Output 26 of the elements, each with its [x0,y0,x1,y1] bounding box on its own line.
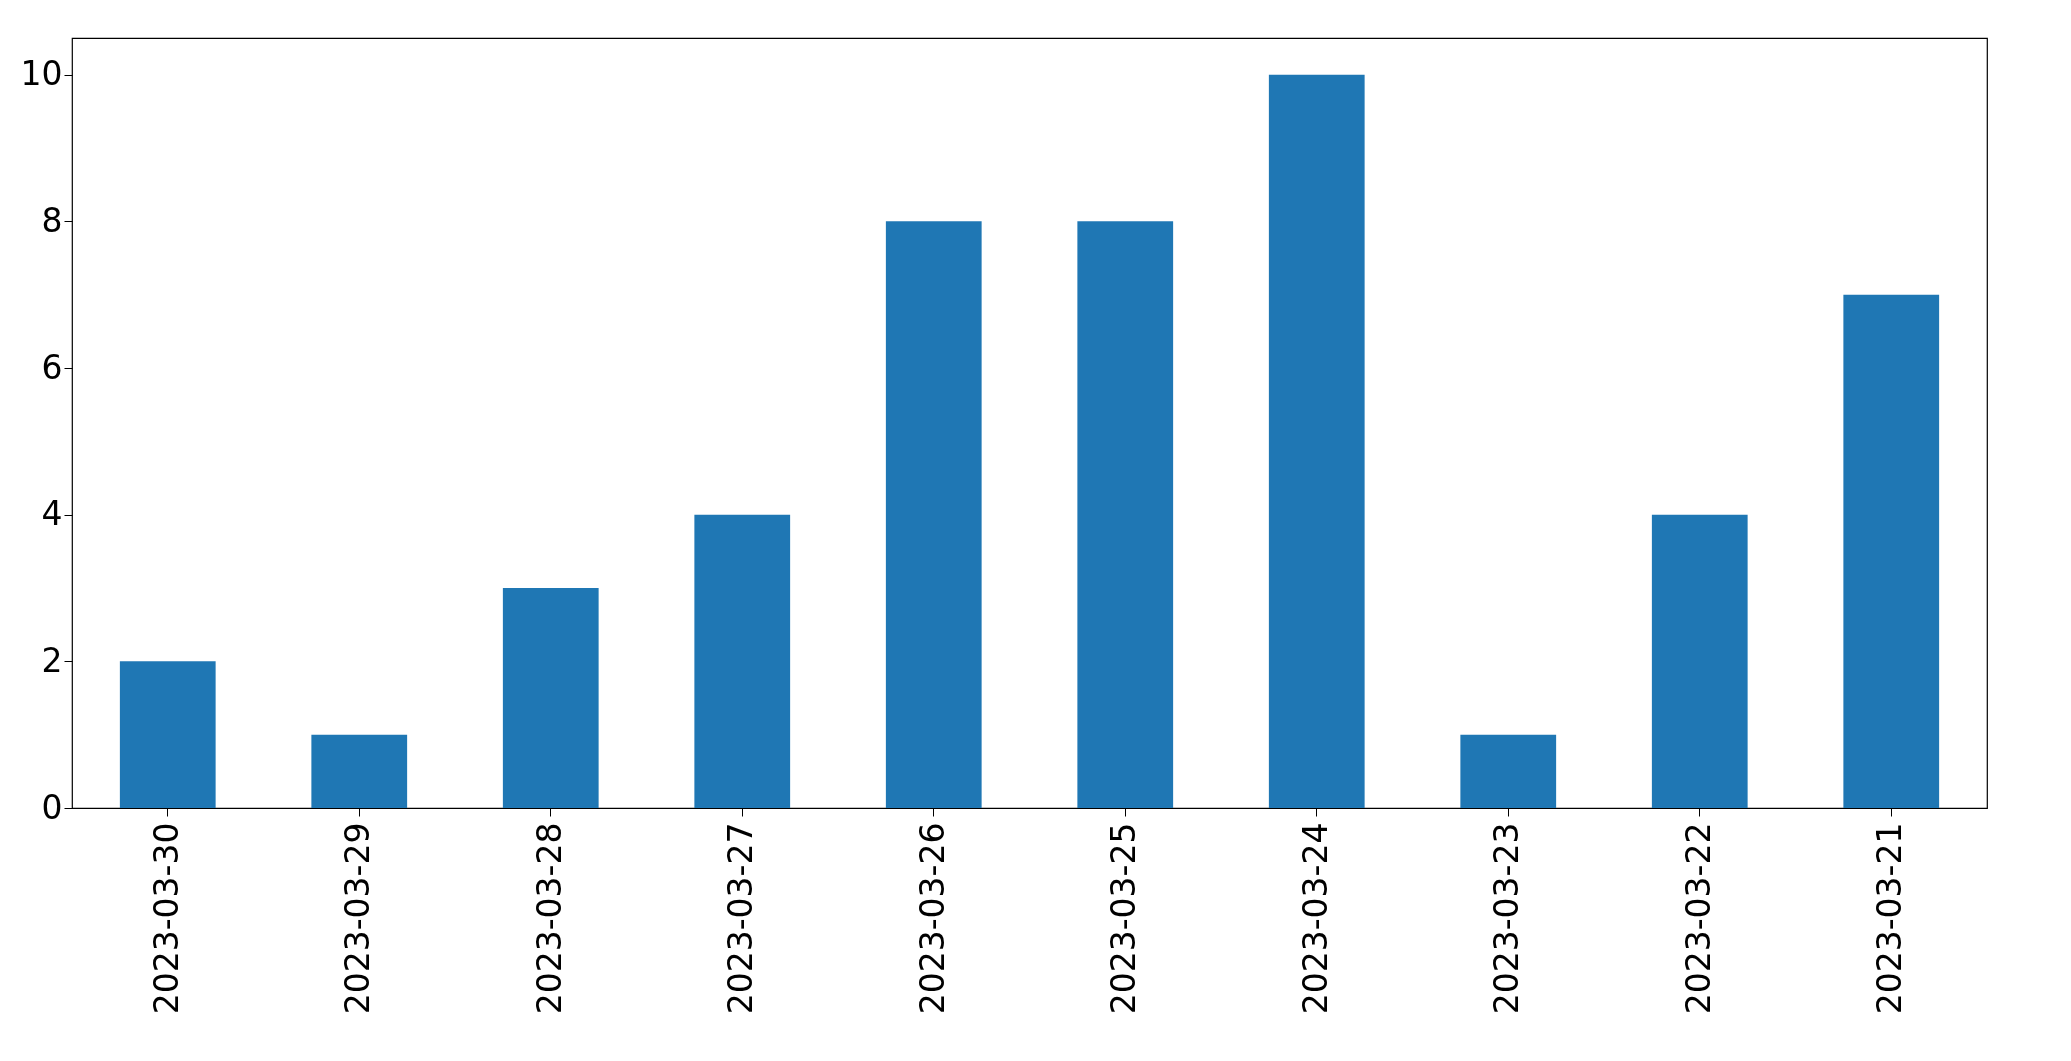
bar [1077,221,1174,808]
bar [311,734,408,808]
y-tick-label: 0 [41,787,63,827]
bar [119,661,216,808]
bar [694,514,791,808]
bar [1460,734,1557,808]
x-tick-label: 2023-03-30 [146,822,186,1015]
x-tick-label: 2023-03-22 [1678,822,1718,1015]
y-tick-label: 8 [41,200,63,240]
x-tick-label: 2023-03-27 [721,822,761,1015]
x-tick-label: 2023-03-28 [529,822,569,1015]
bar [1651,514,1748,808]
x-tick-label: 2023-03-23 [1487,822,1527,1015]
x-tick-label: 2023-03-26 [912,822,952,1015]
bar [1268,74,1365,808]
bar [502,588,599,808]
x-tick-label: 2023-03-29 [338,822,378,1015]
bar [885,221,982,808]
x-tick-label: 2023-03-24 [1295,822,1335,1015]
y-tick-label: 4 [41,494,63,534]
y-tick-label: 10 [20,54,63,94]
y-tick-label: 6 [41,347,63,387]
x-tick-label: 2023-03-21 [1870,822,1910,1015]
y-tick-label: 2 [41,640,63,680]
x-tick-label: 2023-03-25 [1104,822,1144,1015]
bar [1843,294,1940,808]
